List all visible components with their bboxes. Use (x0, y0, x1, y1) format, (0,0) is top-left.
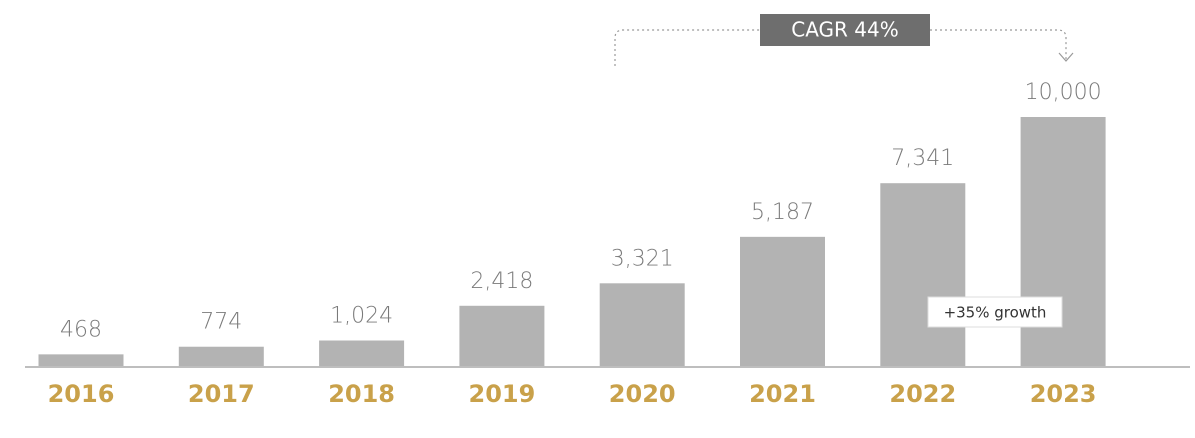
bar (319, 340, 405, 366)
value-label: 2,418 (470, 269, 533, 294)
bar (178, 346, 264, 366)
value-label: 1,024 (330, 304, 393, 329)
x-tick-label: 2020 (609, 380, 676, 408)
cagr-arrow (1058, 52, 1074, 62)
value-label: 774 (200, 310, 242, 335)
value-label: 5,187 (751, 200, 814, 225)
cagr-box (760, 14, 930, 46)
x-tick-label: 2018 (328, 380, 395, 408)
value-label: 7,341 (891, 146, 954, 171)
cagr-label: CAGR 44% (791, 18, 899, 42)
cagr-bracket (614, 29, 1067, 66)
x-tick-label: 2016 (48, 380, 115, 408)
x-tick-label: 2017 (188, 380, 255, 408)
value-label: 468 (60, 317, 102, 342)
growth-box (927, 296, 1063, 328)
x-tick-label: 2022 (889, 380, 956, 408)
value-label: 3,321 (611, 246, 674, 271)
x-tick-label: 2021 (749, 380, 816, 408)
bar (1020, 117, 1106, 366)
bar (38, 354, 124, 366)
bar (740, 236, 825, 366)
growth-label: +35% growth (944, 304, 1047, 322)
value-label: 10,000 (1025, 80, 1102, 105)
bar (459, 305, 545, 366)
bars: 468 2016 774 2017 1,024 2018 2,418 2019 3,321 202… (38, 80, 1106, 408)
x-tick-label: 2023 (1030, 380, 1097, 408)
x-tick-label: 2019 (469, 380, 536, 408)
bar (599, 283, 685, 366)
bar (880, 183, 966, 366)
